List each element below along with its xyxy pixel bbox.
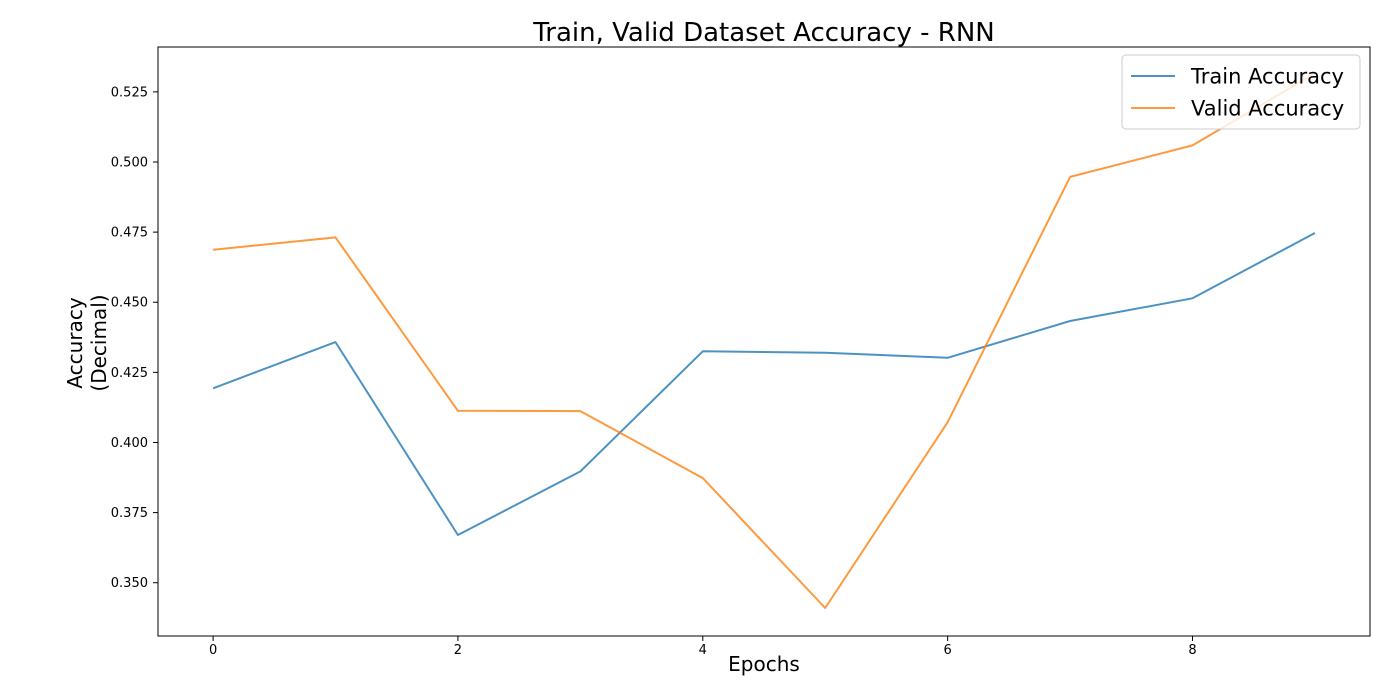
y-tick-label: 0.375 bbox=[111, 506, 148, 521]
y-tick-label: 0.475 bbox=[111, 226, 148, 241]
y-tick-label: 0.500 bbox=[111, 155, 148, 170]
plot-frame bbox=[157, 46, 1371, 637]
x-tick-label: 4 bbox=[699, 643, 707, 658]
x-tick-label: 8 bbox=[1188, 643, 1196, 658]
y-tick-label: 0.400 bbox=[111, 436, 148, 451]
y-tick-label: 0.350 bbox=[111, 576, 148, 591]
chart-title: Train, Valid Dataset Accuracy - RNN bbox=[532, 18, 995, 48]
x-tick-label: 6 bbox=[943, 643, 951, 658]
y-axis-title: Accuracy (Decimal) bbox=[63, 294, 111, 391]
y-tick-label: 0.525 bbox=[111, 85, 148, 100]
y-tick-label: 0.425 bbox=[111, 366, 148, 381]
legend-label: Train Accuracy bbox=[1190, 65, 1344, 89]
x-axis-title: Epochs bbox=[728, 652, 800, 676]
legend: Train Accuracy Valid Accuracy bbox=[1121, 54, 1361, 130]
y-axis-title-line-1: Accuracy bbox=[63, 297, 87, 388]
legend-frame bbox=[1121, 54, 1361, 130]
y-axis-title-line-2: (Decimal) bbox=[87, 294, 111, 391]
series-line-1 bbox=[212, 72, 1316, 609]
x-tick-label: 2 bbox=[454, 643, 462, 658]
legend-label: Valid Accuracy bbox=[1191, 97, 1344, 121]
y-tick-label: 0.450 bbox=[111, 296, 148, 311]
series-line-0 bbox=[212, 232, 1316, 536]
x-tick-label: 0 bbox=[209, 643, 217, 658]
